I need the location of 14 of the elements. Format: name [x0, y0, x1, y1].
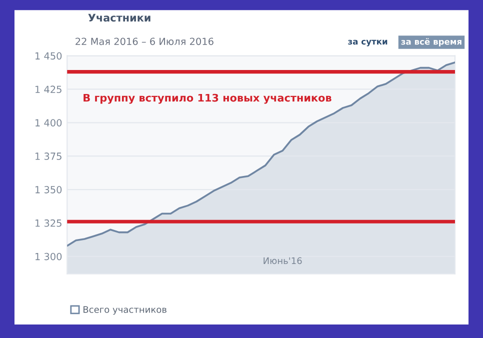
- y-tick-label: 1 350: [36, 186, 62, 194]
- chart-subtitle: 22 Мая 2016 – 6 Июля 2016: [76, 38, 214, 46]
- y-tick-label: 1 450: [36, 52, 62, 60]
- text: за всё время: [401, 38, 462, 46]
- legend-label: Всего участников: [84, 306, 166, 315]
- x-tick-label: Июнь'16: [264, 257, 302, 264]
- chart-title: Участники: [88, 14, 150, 22]
- y-tick-label: 1 425: [36, 86, 62, 94]
- y-tick-label: 1 375: [36, 152, 62, 160]
- annotation: В группу вступило 113 новых участников: [84, 94, 332, 104]
- y-tick-label: 1 300: [36, 252, 62, 260]
- y-tick-label: 1 400: [36, 119, 62, 126]
- text: за сутки: [348, 40, 388, 46]
- y-tick-label: 1 325: [36, 219, 62, 227]
